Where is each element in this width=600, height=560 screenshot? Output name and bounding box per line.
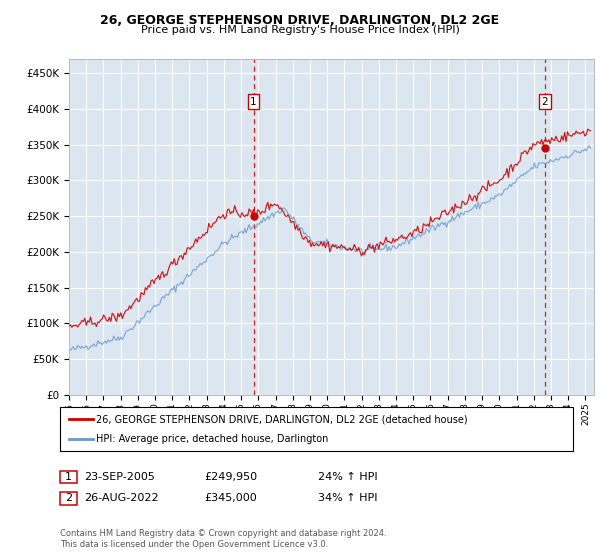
Text: 26-AUG-2022: 26-AUG-2022 xyxy=(84,493,158,503)
Text: Price paid vs. HM Land Registry's House Price Index (HPI): Price paid vs. HM Land Registry's House … xyxy=(140,25,460,35)
Text: £345,000: £345,000 xyxy=(204,493,257,503)
Text: 23-SEP-2005: 23-SEP-2005 xyxy=(84,472,155,482)
Text: 2: 2 xyxy=(542,97,548,107)
Text: 26, GEORGE STEPHENSON DRIVE, DARLINGTON, DL2 2GE: 26, GEORGE STEPHENSON DRIVE, DARLINGTON,… xyxy=(100,14,500,27)
Text: HPI: Average price, detached house, Darlington: HPI: Average price, detached house, Darl… xyxy=(96,433,328,444)
Text: 24% ↑ HPI: 24% ↑ HPI xyxy=(318,472,377,482)
Text: 26, GEORGE STEPHENSON DRIVE, DARLINGTON, DL2 2GE (detached house): 26, GEORGE STEPHENSON DRIVE, DARLINGTON,… xyxy=(96,414,467,424)
Text: £249,950: £249,950 xyxy=(204,472,257,482)
Text: 1: 1 xyxy=(65,472,72,482)
Text: Contains HM Land Registry data © Crown copyright and database right 2024.
This d: Contains HM Land Registry data © Crown c… xyxy=(60,529,386,549)
Text: 2: 2 xyxy=(65,493,72,503)
Text: 34% ↑ HPI: 34% ↑ HPI xyxy=(318,493,377,503)
Text: 1: 1 xyxy=(250,97,257,107)
